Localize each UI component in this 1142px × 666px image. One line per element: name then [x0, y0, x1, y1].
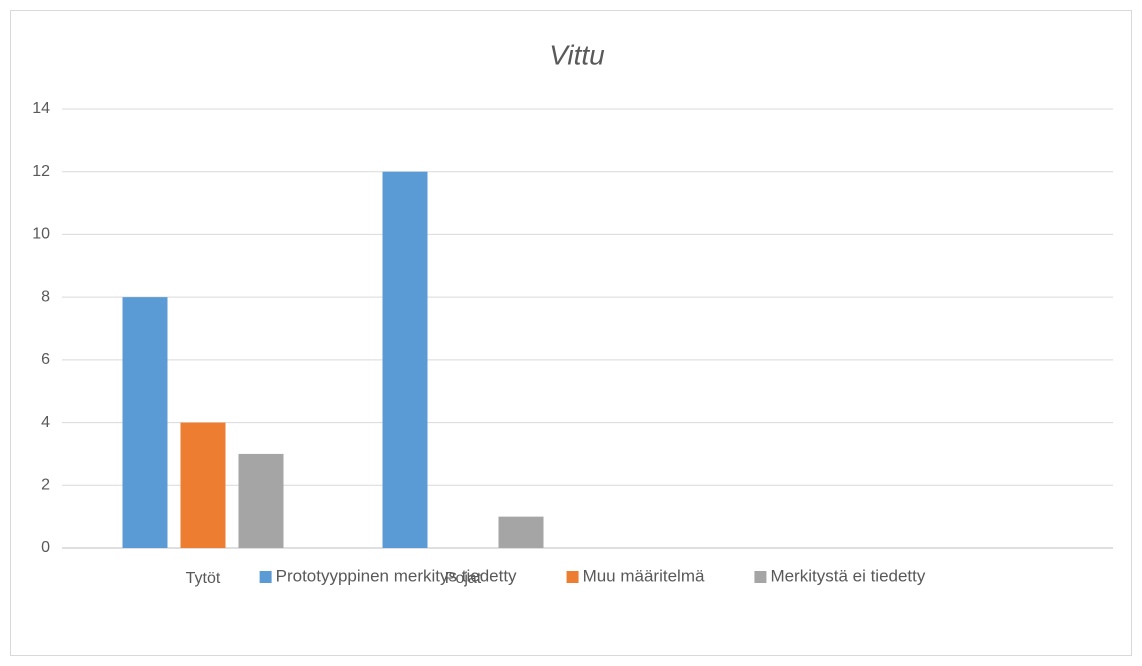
legend-swatch: [754, 571, 767, 583]
legend-label: Muu määritelmä: [583, 566, 705, 585]
legend-label: Prototyyppinen merkitys tiedetty: [276, 566, 517, 585]
legend-swatch: [259, 571, 272, 583]
bar: [238, 453, 284, 548]
y-tick-label: 10: [32, 226, 50, 243]
chart-title: Vittu: [549, 39, 605, 70]
y-tick-label: 0: [41, 539, 50, 556]
y-tick-label: 4: [41, 414, 50, 431]
bar: [122, 297, 168, 548]
y-tick-label: 6: [41, 351, 50, 368]
chart-border: [10, 10, 1132, 656]
legend-swatch: [566, 571, 579, 583]
y-tick-label: 14: [32, 100, 50, 117]
legend-label: Merkitystä ei tiedetty: [770, 566, 925, 585]
x-tick-label: Pojat: [445, 570, 482, 587]
bar: [498, 516, 544, 548]
bar: [382, 171, 428, 548]
bar: [180, 422, 226, 548]
y-tick-label: 12: [32, 163, 50, 180]
y-tick-label: 2: [41, 477, 50, 494]
y-tick-label: 8: [41, 288, 50, 305]
x-tick-label: Tytöt: [186, 570, 221, 587]
